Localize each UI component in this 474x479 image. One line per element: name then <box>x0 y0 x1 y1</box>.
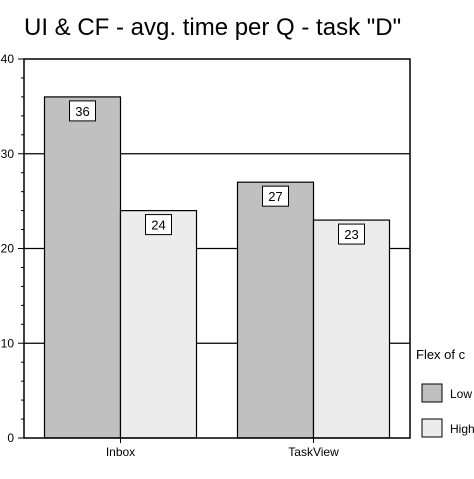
legend-swatch-high <box>421 418 443 438</box>
legend-title: Flex of c <box>416 347 466 362</box>
data-label: 36 <box>75 104 89 119</box>
data-label: 27 <box>268 189 282 204</box>
y-tick-label: 40 <box>1 52 15 66</box>
data-label: 23 <box>344 227 358 242</box>
data-label-box <box>338 223 365 245</box>
y-tick-label: 0 <box>7 431 14 445</box>
bar-high-inbox <box>119 210 198 439</box>
data-label-box <box>69 100 96 122</box>
bar-low-taskview <box>236 181 315 439</box>
data-label: 24 <box>151 218 165 233</box>
plot-frame <box>23 58 411 439</box>
y-tick-label: 10 <box>1 336 15 350</box>
x-tick-label: TaskView <box>288 445 339 459</box>
x-tick-label: Inbox <box>106 445 135 459</box>
y-tick-label: 20 <box>1 242 15 256</box>
legend-label-high: High <box>450 422 474 436</box>
data-label-box <box>262 185 289 207</box>
chart-title: UI & CF - avg. time per Q - task "D" <box>24 14 402 41</box>
legend-label-low: Low <box>450 387 472 401</box>
bar-high-taskview <box>312 219 391 439</box>
data-label-box <box>145 214 172 236</box>
bar-low-inbox <box>43 96 122 439</box>
legend-swatch-low <box>421 383 443 403</box>
y-tick-label: 30 <box>1 147 15 161</box>
